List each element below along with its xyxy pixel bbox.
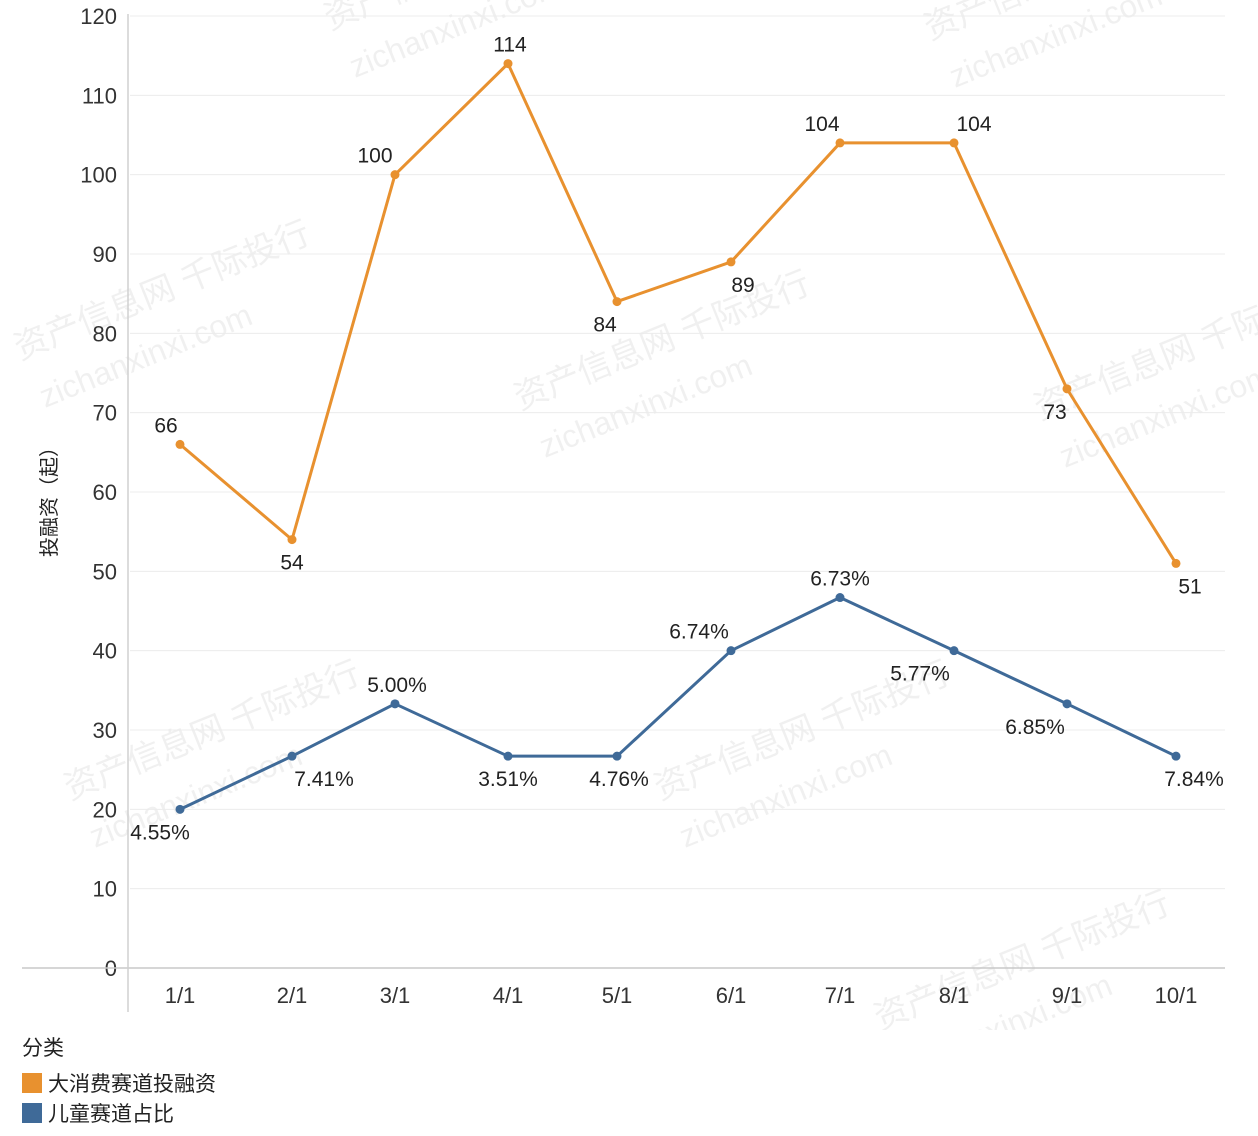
x-tick-label: 7/1 bbox=[825, 983, 856, 1008]
data-label: 100 bbox=[357, 145, 392, 168]
legend-swatch-consumer bbox=[22, 1073, 42, 1093]
data-point bbox=[612, 751, 622, 761]
data-label: 3.51% bbox=[478, 768, 538, 791]
legend: 分类 大消费赛道投融资 儿童赛道占比 bbox=[22, 1032, 216, 1128]
x-tick-label: 1/1 bbox=[165, 983, 196, 1008]
data-label: 54 bbox=[280, 552, 304, 575]
x-tick-label: 4/1 bbox=[493, 983, 524, 1008]
data-label: 6.85% bbox=[1005, 716, 1065, 739]
y-tick-label: 20 bbox=[93, 797, 117, 822]
series-consumer: 66 54 100 114 84 89 104 104 73 51 bbox=[154, 34, 1201, 599]
data-point bbox=[835, 138, 845, 148]
data-label: 5.77% bbox=[890, 663, 950, 686]
data-label: 73 bbox=[1043, 401, 1066, 424]
data-point bbox=[503, 59, 513, 69]
series-line bbox=[179, 596, 1177, 811]
legend-item-children: 儿童赛道占比 bbox=[22, 1098, 216, 1128]
data-label: 6.73% bbox=[810, 568, 870, 591]
y-tick-label: 40 bbox=[93, 639, 117, 664]
y-tick-label: 70 bbox=[93, 401, 117, 426]
data-point bbox=[287, 751, 297, 761]
data-point bbox=[1062, 699, 1072, 709]
y-tick-label: 80 bbox=[93, 321, 117, 346]
data-point bbox=[835, 593, 845, 603]
data-label: 104 bbox=[956, 113, 991, 136]
data-label: 7.41% bbox=[294, 768, 354, 791]
legend-label-children: 儿童赛道占比 bbox=[48, 1103, 174, 1126]
y-tick-label: 90 bbox=[93, 242, 117, 267]
data-point bbox=[1171, 751, 1181, 761]
data-label: 114 bbox=[493, 34, 527, 57]
y-tick-label: 100 bbox=[80, 163, 117, 188]
data-point bbox=[726, 646, 736, 656]
data-point bbox=[175, 804, 185, 814]
data-label: 104 bbox=[804, 113, 839, 136]
y-tick-label: 10 bbox=[93, 877, 117, 902]
data-label: 7.84% bbox=[1164, 768, 1224, 791]
data-point bbox=[1171, 558, 1181, 568]
y-tick-label: 60 bbox=[93, 480, 117, 505]
x-tick-label: 8/1 bbox=[939, 983, 970, 1008]
data-point bbox=[390, 170, 400, 180]
data-point bbox=[175, 439, 185, 449]
data-point bbox=[287, 535, 297, 545]
data-point bbox=[1062, 384, 1072, 394]
data-point bbox=[390, 699, 400, 709]
legend-item-consumer: 大消费赛道投融资 bbox=[22, 1068, 216, 1098]
y-tick-label: 110 bbox=[82, 83, 117, 108]
data-label: 4.55% bbox=[130, 821, 190, 844]
series-layer: 66 54 100 114 84 89 104 104 73 51 4.55% 7.41% 5.00% 3… bbox=[130, 34, 1224, 845]
data-label: 51 bbox=[1178, 575, 1201, 598]
data-label: 5.00% bbox=[367, 674, 427, 697]
y-tick-label: 120 bbox=[80, 4, 117, 29]
x-tick-label: 2/1 bbox=[277, 983, 308, 1008]
series-children: 4.55% 7.41% 5.00% 3.51% 4.76% 6.74% 6.73% 5.77%… bbox=[130, 568, 1224, 845]
data-label: 89 bbox=[731, 274, 754, 297]
legend-swatch-children bbox=[22, 1103, 42, 1123]
x-tick-label: 9/1 bbox=[1052, 983, 1083, 1008]
legend-label-consumer: 大消费赛道投融资 bbox=[48, 1073, 216, 1096]
data-point bbox=[949, 646, 959, 656]
legend-title: 分类 bbox=[22, 1037, 64, 1060]
data-label: 84 bbox=[593, 314, 617, 337]
x-tick-label: 6/1 bbox=[716, 983, 747, 1008]
data-point bbox=[612, 297, 622, 307]
x-tick-label: 3/1 bbox=[380, 983, 411, 1008]
series-line bbox=[179, 62, 1178, 565]
data-label: 66 bbox=[154, 414, 177, 437]
y-tick-label: 50 bbox=[93, 559, 117, 584]
data-point bbox=[503, 751, 513, 761]
y-tick-label: 30 bbox=[93, 718, 117, 743]
y-axis-title: 投融资（起） bbox=[38, 437, 61, 557]
data-label: 6.74% bbox=[669, 621, 729, 644]
data-point bbox=[726, 257, 736, 267]
gridlines bbox=[130, 15, 1225, 890]
x-tick-label: 5/1 bbox=[602, 983, 633, 1008]
data-label: 4.76% bbox=[589, 768, 649, 791]
data-point bbox=[949, 138, 959, 148]
x-tick-label: 10/1 bbox=[1155, 983, 1198, 1008]
